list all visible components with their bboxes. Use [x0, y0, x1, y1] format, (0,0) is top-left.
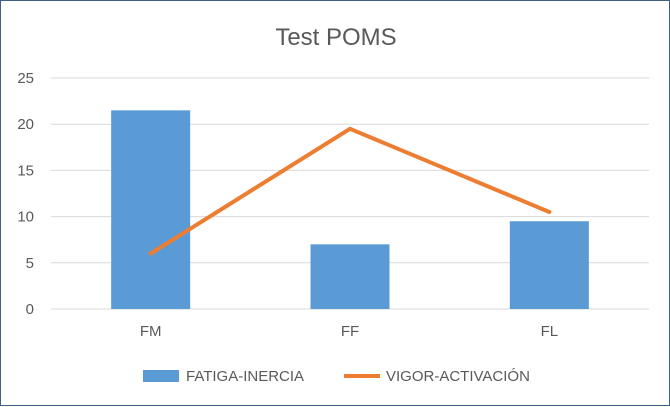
- y-tick-label-15: 15: [17, 162, 34, 179]
- bar-fl: [510, 221, 589, 309]
- y-tick-label-5: 5: [26, 255, 34, 272]
- y-tick-label-20: 20: [17, 116, 34, 133]
- legend-label-fatiga-inercia: FATIGA-INERCIA: [186, 368, 304, 385]
- x-tick-labels: FM FF FL: [140, 323, 558, 340]
- legend: FATIGA-INERCIA VIGOR-ACTIVACIÓN: [143, 368, 530, 385]
- line-series: [151, 129, 550, 254]
- y-tick-labels: 0 5 10 15 20 25: [17, 70, 34, 318]
- y-tick-label-10: 10: [17, 209, 34, 226]
- x-tick-label-ff: FF: [341, 323, 359, 340]
- legend-swatch-fatiga-inercia: [143, 370, 179, 382]
- x-tick-label-fl: FL: [541, 323, 559, 340]
- y-tick-label-0: 0: [26, 301, 34, 318]
- y-tick-label-25: 25: [17, 70, 34, 87]
- bar-ff: [311, 244, 390, 309]
- chart-title: Test POMS: [275, 24, 396, 51]
- x-tick-label-fm: FM: [140, 323, 162, 340]
- line-vigor-activacion: [151, 129, 550, 254]
- bar-fm: [111, 110, 190, 309]
- bar-series: [111, 110, 589, 309]
- legend-label-vigor-activacion: VIGOR-ACTIVACIÓN: [386, 368, 530, 385]
